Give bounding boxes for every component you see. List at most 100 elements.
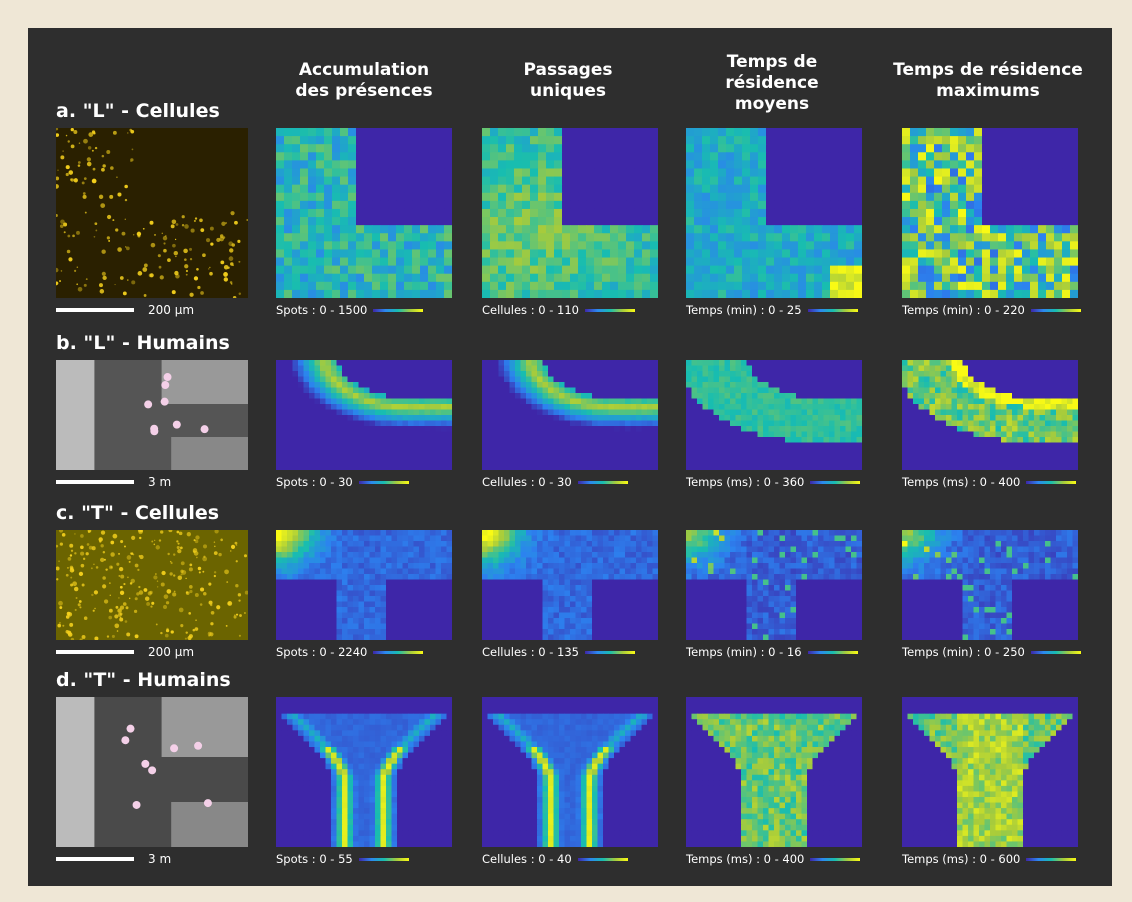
heat-cell [602,217,611,226]
heat-cell [913,409,919,416]
heatmap [482,128,658,298]
heat-cell [386,530,392,536]
heat-cell [634,265,643,275]
heat-cell [1012,420,1018,427]
heat-cell [710,249,719,259]
heat-cell [718,136,727,145]
heat-cell [1006,365,1013,372]
heat-cell [564,431,571,438]
heat-cell [325,563,332,569]
heat-cell [1050,371,1057,377]
heat-cell [446,420,452,427]
heat-cell [554,289,563,298]
heat-cell [331,387,337,394]
heat-cell [482,398,488,405]
heat-cell [309,409,315,416]
heat-cell [834,442,841,449]
heat-cell [957,459,963,465]
heat-cell [790,273,799,283]
heat-cell [493,453,499,460]
heat-cell [342,557,348,564]
heat-cell [397,552,403,558]
heat-cell [851,376,857,383]
heat-cell [509,420,516,427]
heat-cell [1067,376,1073,383]
heat-cell [1061,442,1068,449]
heat-cell [300,136,309,145]
heat-cell [774,387,780,394]
heat-cell [482,376,488,383]
heat-cell [840,404,846,410]
heat-cell [436,208,445,218]
heat-cell [287,426,293,432]
heat-cell [320,376,326,383]
heat-cell [353,557,359,564]
heat-cell [940,404,947,410]
heat-cell [979,393,985,399]
heat-cell [913,387,919,394]
heat-cell [806,289,815,298]
heat-cell [430,574,436,580]
heat-cell [340,144,349,153]
heat-cell [652,409,658,416]
heat-cell [413,360,420,366]
heat-cell [537,398,543,405]
heatmap [276,128,452,298]
heat-cell [358,387,365,394]
heat-cell [436,200,445,210]
heat-cell [490,128,499,137]
heat-cell [950,281,959,291]
heat-cell [386,459,392,465]
heat-cell [768,448,775,454]
heat-cell [779,442,786,449]
heat-cell [735,426,742,432]
heat-cell [490,184,499,194]
heat-cell [1054,217,1063,226]
heat-cell [397,387,403,394]
heat-cell [708,420,714,427]
heat-cell [542,453,549,460]
heat-cell [957,409,963,416]
heat-cell [336,563,343,569]
heat-cell [641,360,648,366]
heat-cell [281,448,288,454]
heat-cell [602,160,611,169]
heat-cell [697,387,703,394]
heat-cell [575,437,582,443]
heat-cell [397,618,403,624]
heat-cell [801,442,808,449]
heat-cell [375,568,381,575]
heat-cell [726,241,735,250]
heat-cell [419,393,425,399]
heat-cell [856,453,862,460]
heat-cell [408,530,414,536]
heat-cell [575,409,582,416]
heat-cell [404,217,413,226]
heat-cell [713,420,720,427]
heat-cell [724,409,731,416]
heat-cell [424,535,431,542]
heat-cell [514,144,523,153]
heat-cell [758,273,767,283]
heat-cell [686,257,695,267]
heat-cell [276,225,285,234]
heat-cell [482,442,488,449]
heat-cell [774,371,780,377]
heat-cell [851,431,857,438]
heat-cell [708,426,714,432]
heat-cell [592,442,598,449]
heat-cell [514,249,523,259]
heat-cell [934,144,943,153]
heat-cell [1012,437,1018,443]
heat-cell [942,152,951,161]
heat-cell [526,442,532,449]
heat-cell [1006,415,1013,421]
heat-cell [650,208,658,218]
heat-cell [372,192,381,202]
heat-cell [995,382,1002,388]
heat-cell [597,398,604,405]
heat-cell [331,579,337,586]
heat-cell [1023,398,1029,405]
heat-cell [697,459,703,465]
heat-cell [697,426,703,432]
